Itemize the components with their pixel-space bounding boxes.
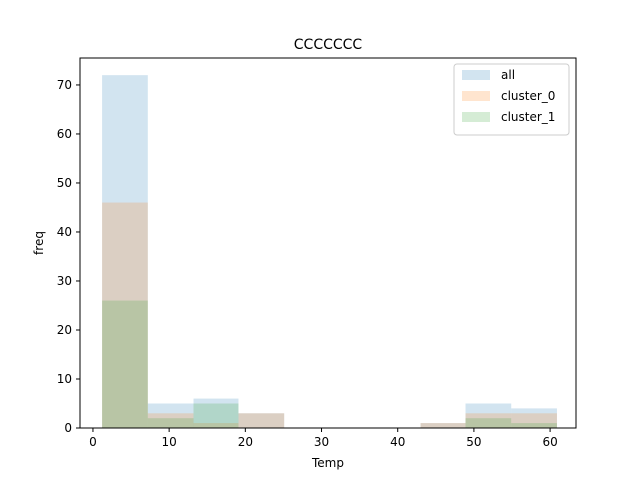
x-tick-label: 0 xyxy=(89,435,97,449)
y-tick-label: 40 xyxy=(57,225,72,239)
x-tick-label: 30 xyxy=(314,435,329,449)
legend-box xyxy=(453,63,570,136)
x-tick-label: 20 xyxy=(238,435,253,449)
chart-title: CCCCCCC xyxy=(294,37,363,53)
x-tick-label: 10 xyxy=(162,435,177,449)
bar-cluster_0-9 xyxy=(511,413,557,428)
bar-cluster_1-9 xyxy=(511,423,557,428)
series-all xyxy=(102,75,557,429)
legend-label-cluster_0: cluster_0 xyxy=(501,89,555,103)
bar-all-8 xyxy=(465,403,512,428)
y-tick-label: 50 xyxy=(57,176,72,190)
bar-all-2 xyxy=(193,398,239,428)
bar-all-7 xyxy=(420,423,466,428)
legend-label-all: all xyxy=(501,68,515,82)
series-cluster_0 xyxy=(102,202,557,428)
y-tick-label: 20 xyxy=(57,323,72,337)
bar-cluster_0-3 xyxy=(238,413,285,428)
x-axis-ticks: 0 10 20 30 40 50 60 xyxy=(89,428,558,449)
x-tick-label: 50 xyxy=(466,435,481,449)
series-cluster_1 xyxy=(102,300,557,428)
y-tick-label: 10 xyxy=(57,372,72,386)
x-tick-label: 60 xyxy=(542,435,557,449)
bar-cluster_1-0 xyxy=(102,300,148,428)
y-tick-label: 70 xyxy=(57,78,72,92)
bar-all-9 xyxy=(511,408,557,428)
legend-label-cluster_1: cluster_1 xyxy=(501,110,555,124)
legend-swatch-all xyxy=(462,70,490,80)
bar-cluster_0-0 xyxy=(102,202,148,428)
legend-swatch-cluster_0 xyxy=(462,91,490,101)
bar-cluster_0-7 xyxy=(420,423,466,428)
histogram-bars xyxy=(102,75,557,429)
y-tick-label: 60 xyxy=(57,127,72,141)
bar-cluster_0-8 xyxy=(465,413,512,428)
y-tick-label: 30 xyxy=(57,274,72,288)
bar-cluster_1-8 xyxy=(465,418,512,428)
y-tick-label: 0 xyxy=(64,421,72,435)
x-axis-label: Temp xyxy=(311,456,344,470)
bar-cluster_1-1 xyxy=(147,418,194,428)
bar-cluster_1-2 xyxy=(193,403,239,428)
bar-all-3 xyxy=(238,413,285,428)
legend: all cluster_0 cluster_1 xyxy=(453,63,570,136)
y-axis-ticks: 0 10 20 30 40 50 60 70 xyxy=(57,78,80,435)
bar-cluster_0-2 xyxy=(193,423,239,428)
x-tick-label: 40 xyxy=(390,435,405,449)
legend-swatch-cluster_1 xyxy=(462,112,490,122)
bar-all-0 xyxy=(102,75,148,429)
bar-cluster_0-1 xyxy=(147,413,194,428)
bar-all-1 xyxy=(147,403,194,428)
plot-frame xyxy=(79,57,577,429)
y-axis-label: freq xyxy=(32,231,46,255)
